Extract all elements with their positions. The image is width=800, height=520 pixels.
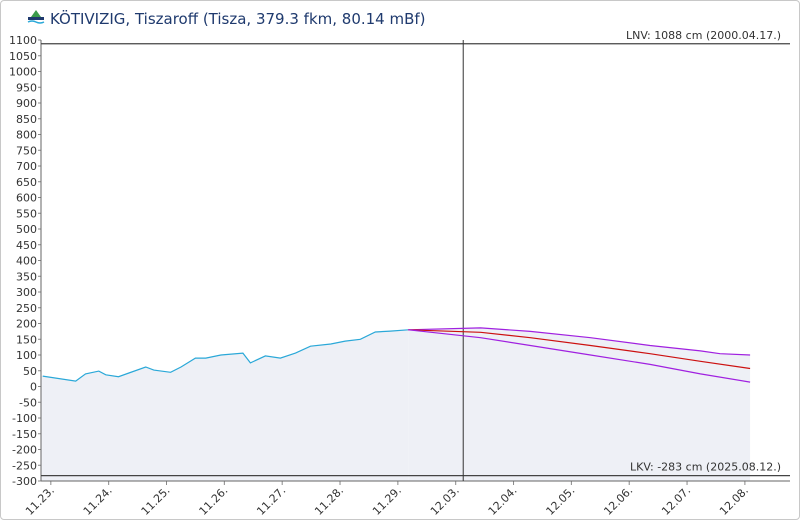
y-tick-label: 900: [16, 97, 37, 110]
y-tick-label: 300: [16, 286, 37, 299]
y-tick-label: 100: [16, 349, 37, 362]
y-tick-label: 200: [16, 318, 37, 331]
y-tick-label: 400: [16, 255, 37, 268]
series-line: [408, 329, 751, 383]
x-tick-label: 12.08.: [717, 484, 751, 518]
series-line: [408, 327, 751, 356]
x-tick-label: 11.28.: [312, 484, 346, 518]
x-tick-label: 11.23.: [23, 484, 57, 518]
series-line: [42, 329, 409, 382]
y-tick-label: 250: [16, 302, 37, 315]
reference-label: LNV: 1088 cm (2000.04.17.): [626, 29, 781, 42]
y-tick-label: -150: [12, 428, 37, 441]
x-tick-label: 12.07.: [659, 484, 693, 518]
y-tick-label: 550: [16, 207, 37, 220]
reference-label: LKV: -283 cm (2025.08.12.): [630, 461, 781, 474]
x-tick-label: 11.29.: [370, 484, 404, 518]
y-tick-label: -250: [12, 459, 37, 472]
x-tick-label: 11.27.: [254, 484, 288, 518]
y-tick-label: 600: [16, 192, 37, 205]
y-tick-label: 700: [16, 160, 37, 173]
y-tick-label: 750: [16, 144, 37, 157]
y-tick-label: 1000: [9, 66, 37, 79]
station-icon: [27, 10, 45, 24]
area-fill: [42, 329, 409, 481]
y-tick-label: -300: [12, 475, 37, 488]
y-tick-label: 150: [16, 333, 37, 346]
area-fill: [408, 327, 751, 481]
y-tick-label: 50: [23, 365, 37, 378]
y-tick-label: 650: [16, 176, 37, 189]
y-tick-label: 850: [16, 113, 37, 126]
x-tick-label: 12.06.: [601, 484, 635, 518]
x-tick-label: 11.25.: [139, 484, 173, 518]
y-tick-label: 1050: [9, 50, 37, 63]
chart-title: KÖTIVIZIG, Tiszaroff (Tisza, 379.3 fkm, …: [50, 9, 426, 28]
y-tick-label: -50: [19, 396, 37, 409]
y-tick-label: 1100: [9, 34, 37, 47]
y-tick-label: -200: [12, 444, 37, 457]
y-tick-label: 950: [16, 81, 37, 94]
x-tick-label: 11.24.: [81, 484, 115, 518]
y-tick-label: -100: [12, 412, 37, 425]
x-tick-label: 11.26.: [197, 484, 231, 518]
x-tick-label: 12.04.: [486, 484, 520, 518]
area-fill: [41, 376, 43, 481]
series-line: [408, 329, 751, 370]
y-tick-label: 450: [16, 239, 37, 252]
y-tick-label: 0: [30, 381, 37, 394]
x-tick-label: 12.03.: [428, 484, 462, 518]
y-tick-label: 350: [16, 270, 37, 283]
x-tick-label: 12.05.: [544, 484, 578, 518]
y-tick-label: 500: [16, 223, 37, 236]
y-tick-label: 800: [16, 129, 37, 142]
